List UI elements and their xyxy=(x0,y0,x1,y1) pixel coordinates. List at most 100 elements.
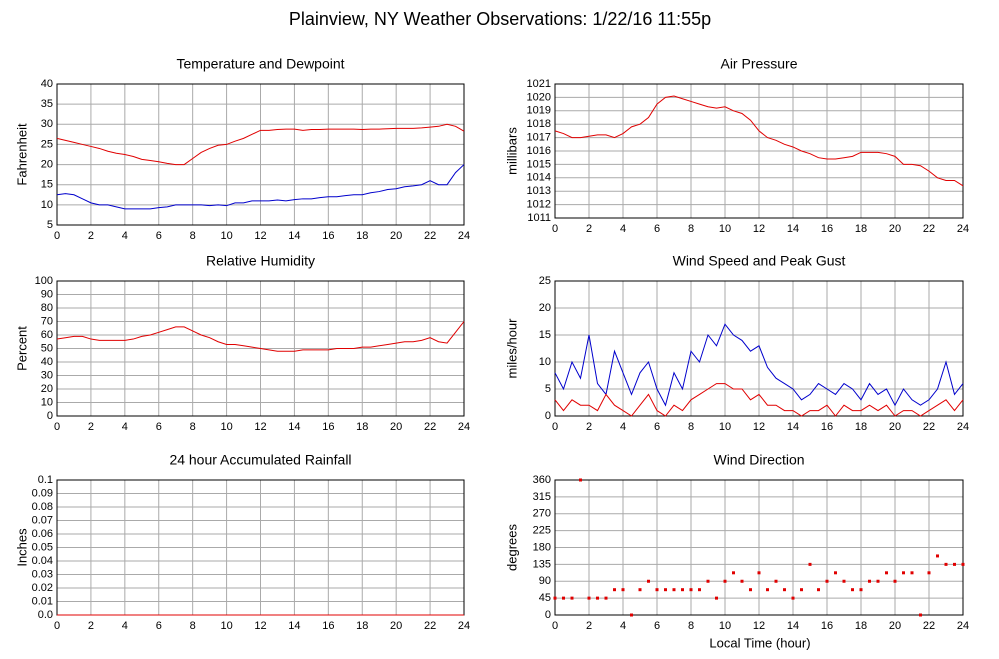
x-tick-label: 4 xyxy=(620,620,626,632)
x-tick-label: 0 xyxy=(54,421,60,433)
y-tick-label: 60 xyxy=(41,329,53,341)
y-tick-label: 0.03 xyxy=(32,568,53,580)
y-tick-label: 20 xyxy=(41,158,53,170)
x-tick-label: 4 xyxy=(122,230,128,242)
plot-frame xyxy=(56,83,465,226)
y-tick-label: 1021 xyxy=(527,78,551,90)
x-tick-label: 4 xyxy=(122,620,128,632)
x-tick-label: 18 xyxy=(356,230,368,242)
y-tick-label: 90 xyxy=(41,288,53,300)
x-tick-label: 18 xyxy=(855,223,867,235)
data-point xyxy=(655,588,659,592)
y-tick-label: 1020 xyxy=(527,91,551,103)
data-point xyxy=(596,596,599,600)
x-tick-label: 20 xyxy=(390,230,402,242)
data-point xyxy=(570,596,574,600)
x-tick-label: 6 xyxy=(654,421,660,433)
y-tick-label: 50 xyxy=(41,342,53,354)
x-tick-label: 2 xyxy=(88,230,94,242)
data-point xyxy=(808,562,812,566)
x-tick-label: 22 xyxy=(424,620,436,632)
data-point xyxy=(919,613,922,617)
y-tick-label: 270 xyxy=(533,508,551,520)
data-point xyxy=(621,588,625,592)
x-tick-label: 24 xyxy=(957,421,969,433)
chart-title: Wind Direction xyxy=(713,452,804,468)
y-tick-label: 15 xyxy=(41,179,53,191)
data-point xyxy=(647,579,650,583)
y-tick-label: 45 xyxy=(539,592,551,604)
x-tick-label: 14 xyxy=(787,620,799,632)
x-tick-label: 22 xyxy=(424,421,436,433)
y-tick-label: 1018 xyxy=(527,118,551,130)
data-point xyxy=(800,588,803,592)
x-tick-label: 14 xyxy=(288,620,300,632)
y-tick-label: 0.05 xyxy=(32,541,53,553)
x-tick-label: 6 xyxy=(156,620,162,632)
y-tick-label: 315 xyxy=(533,491,551,503)
data-point xyxy=(749,588,752,592)
y-tick-label: 1017 xyxy=(527,132,551,144)
x-tick-label: 20 xyxy=(889,421,901,433)
x-axis-label: Local Time (hour) xyxy=(709,635,810,650)
data-point xyxy=(876,579,880,583)
x-tick-label: 0 xyxy=(552,421,558,433)
x-tick-label: 6 xyxy=(156,421,162,433)
data-point xyxy=(587,596,591,600)
y-tick-label: 30 xyxy=(41,369,53,381)
x-tick-label: 8 xyxy=(190,620,196,632)
x-tick-label: 4 xyxy=(122,421,128,433)
y-tick-label: 20 xyxy=(539,302,551,314)
data-point xyxy=(604,596,608,600)
y-axis-label: miles/hour xyxy=(504,318,519,379)
chart-title: Wind Speed and Peak Gust xyxy=(673,253,846,269)
y-tick-label: 35 xyxy=(41,98,53,110)
x-tick-label: 2 xyxy=(88,421,94,433)
data-point xyxy=(953,562,956,566)
y-tick-label: 90 xyxy=(539,575,551,587)
y-tick-label: 1013 xyxy=(527,185,551,197)
data-point xyxy=(910,571,914,575)
data-point xyxy=(893,579,897,583)
data-point xyxy=(766,588,769,592)
x-tick-label: 12 xyxy=(753,620,765,632)
y-tick-label: 80 xyxy=(41,302,53,314)
x-tick-label: 16 xyxy=(322,620,334,632)
y-tick-label: 1015 xyxy=(527,158,551,170)
data-point xyxy=(740,579,744,583)
x-tick-label: 24 xyxy=(458,620,470,632)
y-tick-label: 20 xyxy=(41,383,53,395)
x-tick-label: 24 xyxy=(957,620,969,632)
x-tick-label: 12 xyxy=(753,223,765,235)
y-tick-label: 0.1 xyxy=(38,474,53,486)
x-tick-label: 10 xyxy=(719,223,731,235)
data-line xyxy=(554,383,964,417)
x-tick-label: 22 xyxy=(923,620,935,632)
x-tick-label: 14 xyxy=(288,230,300,242)
x-tick-label: 14 xyxy=(288,421,300,433)
x-tick-label: 12 xyxy=(753,421,765,433)
plot-frame xyxy=(56,280,465,417)
data-line xyxy=(554,323,964,407)
x-tick-label: 0 xyxy=(54,620,60,632)
x-tick-label: 8 xyxy=(190,230,196,242)
data-point xyxy=(723,579,727,583)
x-tick-label: 20 xyxy=(889,620,901,632)
y-tick-label: 1011 xyxy=(527,212,551,224)
x-tick-label: 2 xyxy=(586,620,592,632)
x-tick-label: 10 xyxy=(719,620,731,632)
y-axis-label: Inches xyxy=(14,528,29,567)
y-tick-label: 0 xyxy=(545,410,551,422)
data-point xyxy=(783,588,786,592)
x-tick-label: 22 xyxy=(923,223,935,235)
plot-frame xyxy=(554,83,964,219)
data-point xyxy=(562,596,565,600)
data-point xyxy=(664,588,667,592)
x-tick-label: 18 xyxy=(356,421,368,433)
y-tick-label: 0.07 xyxy=(32,514,53,526)
y-tick-label: 5 xyxy=(545,383,551,395)
x-tick-label: 16 xyxy=(821,421,833,433)
x-tick-label: 8 xyxy=(688,421,694,433)
x-tick-label: 22 xyxy=(923,421,935,433)
